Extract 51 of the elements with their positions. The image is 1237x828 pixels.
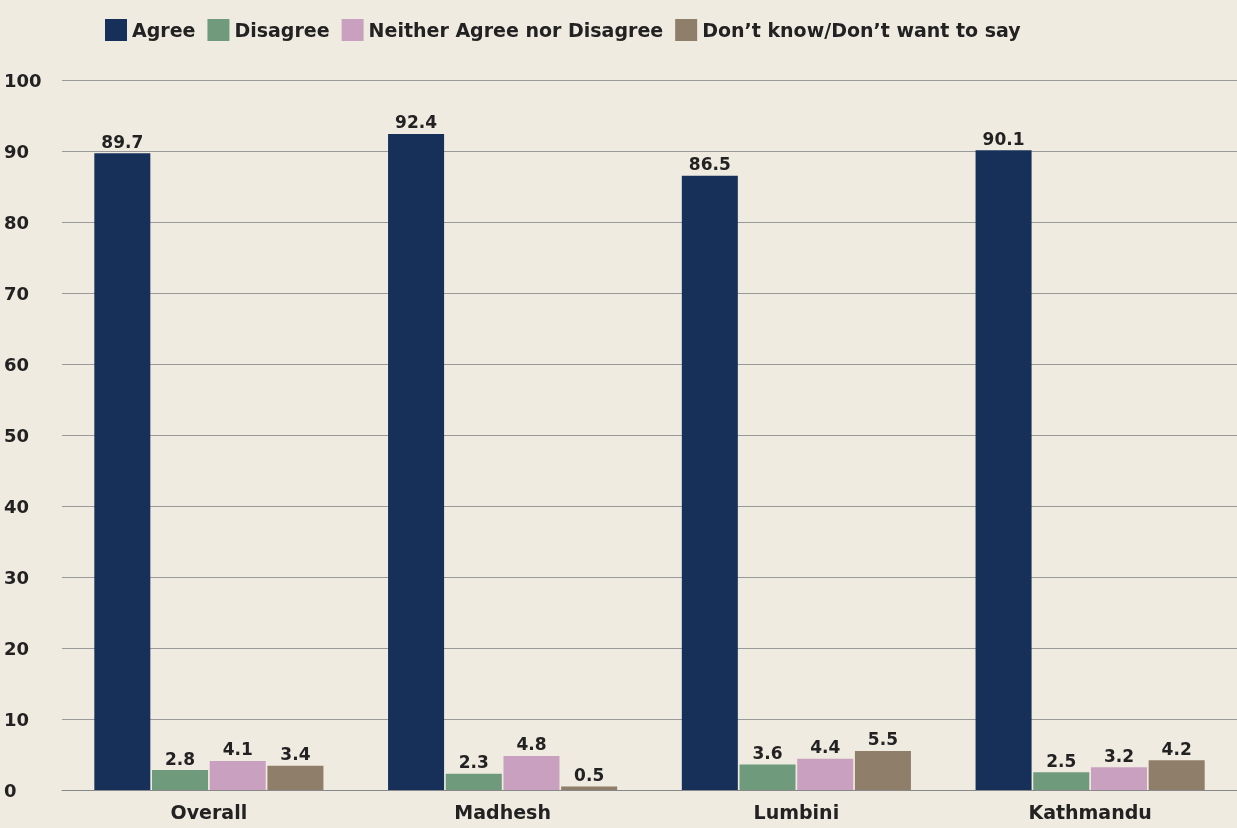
bar [94,153,151,790]
data-label: 89.7 [101,131,144,152]
legend-label: Neither Agree nor Disagree [368,19,664,41]
data-label: 2.8 [164,748,196,769]
data-label: 92.4 [395,112,438,133]
y-tick-label: 100 [4,69,42,91]
y-tick-label: 20 [4,637,30,659]
y-tick-label: 90 [4,140,30,162]
y-tick-label: 10 [4,708,30,730]
x-tick-label: Madhesh [454,800,551,823]
bar [561,786,618,790]
data-label: 90.1 [982,128,1025,149]
y-tick-label: 60 [4,353,30,375]
data-label: 5.5 [867,729,898,750]
x-tick-label: Kathmandu [1028,800,1152,823]
bar [739,764,796,790]
bar [1090,767,1147,790]
data-label: 3.2 [1103,745,1135,766]
bar [854,750,911,790]
bar [1148,760,1205,790]
x-tick-label: Overall [170,800,248,823]
data-label: 4.8 [516,734,547,755]
legend-label: Disagree [234,19,330,41]
data-label: 0.5 [574,764,605,785]
bar [152,770,209,790]
y-tick-label: 70 [4,282,30,304]
x-tick-label: Lumbini [753,800,840,823]
y-tick-label: 50 [4,424,30,446]
data-label: 3.4 [280,744,311,765]
y-tick-label: 0 [4,779,17,801]
bar [445,773,502,790]
bar [975,150,1032,790]
data-label: 4.2 [1161,738,1192,759]
data-label: 4.1 [222,739,253,760]
legend-label: Don’t know/Don’t want to say [702,19,1022,41]
y-tick-label: 30 [4,566,30,588]
y-tick-label: 40 [4,495,30,517]
data-label: 2.3 [458,752,489,773]
bar [388,133,445,790]
legend-label: Agree [132,19,196,41]
bar [1033,772,1090,790]
y-tick-label: 80 [4,211,30,233]
bar [681,175,738,790]
bar [797,758,854,790]
data-label: 3.6 [752,742,783,763]
data-label: 2.5 [1046,750,1077,771]
bar [503,755,560,790]
bar [267,765,324,790]
data-label: 86.5 [688,154,731,175]
bar [209,760,266,790]
data-label: 4.4 [810,737,841,758]
